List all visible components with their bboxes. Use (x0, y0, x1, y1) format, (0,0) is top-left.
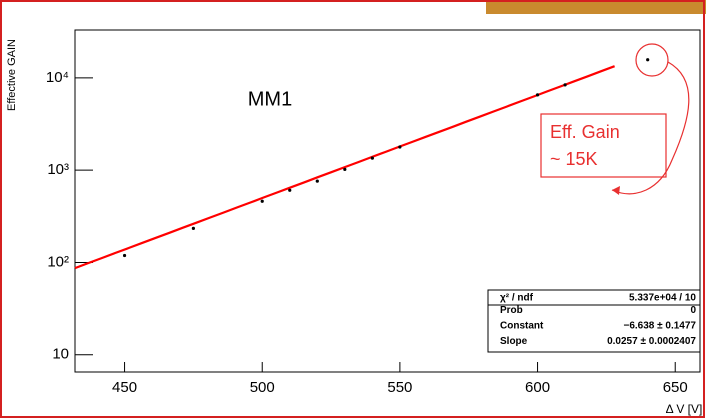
data-point (343, 168, 346, 171)
x-tick-label: 500 (250, 379, 275, 396)
stats-value: 0.0257 ± 0.0002407 (607, 336, 696, 347)
y-tick-label: 10³ (47, 161, 69, 178)
y-tick-label: 10⁴ (46, 69, 69, 86)
callout-line: Eff. Gain (550, 122, 620, 142)
stats-name: Prob (500, 305, 523, 316)
annotation: MM1 (248, 88, 292, 110)
x-tick-label: 650 (663, 379, 688, 396)
data-point (261, 200, 264, 203)
stats-value: 0 (690, 305, 696, 316)
data-point (646, 58, 649, 61)
stats-name: χ² / ndf (500, 293, 534, 304)
data-point (316, 180, 319, 183)
x-tick-label: 450 (112, 379, 137, 396)
data-point (192, 227, 195, 230)
y-tick-label: 10² (47, 253, 69, 270)
data-point (536, 93, 539, 96)
chart: Effective GAIN Δ V [V] MM1 Eff. Gain ~ 1… (0, 0, 706, 419)
page: Effective GAIN Δ V [V] MM1 Eff. Gain ~ 1… (0, 0, 706, 419)
y-tick-label: 10 (52, 346, 69, 363)
stats-name: Slope (500, 336, 528, 347)
data-point (123, 254, 126, 257)
background (0, 0, 706, 419)
data-point (563, 83, 566, 86)
data-point (371, 157, 374, 160)
top-image-strip (486, 0, 706, 14)
stats-value: 5.337e+04 / 10 (629, 293, 696, 304)
stats-name: Constant (500, 321, 544, 332)
x-tick-label: 600 (525, 379, 550, 396)
data-point (398, 145, 401, 148)
x-tick-label: 550 (387, 379, 412, 396)
data-point (288, 189, 291, 192)
y-axis-title: Effective GAIN (6, 39, 18, 111)
stats-value: −6.638 ± 0.1477 (624, 321, 697, 332)
callout-line: ~ 15K (550, 149, 598, 169)
x-axis-title: Δ V [V] (666, 402, 703, 416)
